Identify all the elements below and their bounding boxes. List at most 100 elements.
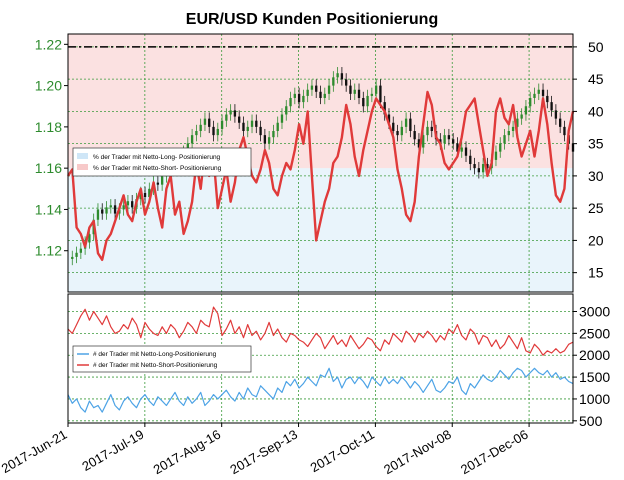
right-tick-label-1: 20 <box>588 232 604 248</box>
candle-60 <box>323 87 326 105</box>
candle-58 <box>315 79 318 98</box>
bottom-legend-label-0: # der Trader mit Netto-Long-Positionieru… <box>93 351 217 358</box>
candle-40 <box>238 110 241 129</box>
candle-90 <box>452 133 455 150</box>
top-legend-label-0: % der Trader mit Netto-Long- Positionier… <box>93 154 221 161</box>
candle-34 <box>212 120 215 142</box>
net-short-count-line <box>67 306 574 356</box>
candle-13 <box>122 199 125 216</box>
bottom-right-tick-label-2: 1500 <box>579 369 610 385</box>
net-long-count-line <box>67 367 574 413</box>
bottom-panel: 500 1000 1500 2000 2500 3000 # der Trader mit… <box>67 293 610 429</box>
candle-101 <box>499 137 502 158</box>
candle-88 <box>443 128 446 150</box>
candle-69 <box>362 91 365 113</box>
candle-32 <box>203 112 207 132</box>
top-legend-label-1: % der Trader mit Netto-Short- Positionie… <box>93 165 222 172</box>
candle-64 <box>340 67 344 86</box>
candle-57 <box>310 79 314 96</box>
candle-53 <box>293 87 296 105</box>
candle-67 <box>353 83 356 101</box>
candle-45 <box>259 120 262 142</box>
right-tick-label-4: 35 <box>588 136 604 152</box>
candle-93 <box>464 141 468 162</box>
bottom-right-tick-label-5: 3000 <box>579 303 610 319</box>
x-tick-label-3: 2017-Sep-13 <box>227 427 300 478</box>
left-tick-label-3: 1.18 <box>35 119 62 135</box>
candle-18 <box>143 186 147 204</box>
candle-77 <box>396 124 399 142</box>
candle-65 <box>345 73 348 92</box>
candle-59 <box>319 85 322 105</box>
right-tick-label-6: 45 <box>588 71 604 87</box>
net-short-pct-line <box>66 90 575 261</box>
candle-2 <box>75 246 78 264</box>
left-tick-label-0: 1.12 <box>35 243 62 259</box>
candle-42 <box>246 120 249 138</box>
candle-61 <box>327 79 331 101</box>
candle-113 <box>550 95 553 117</box>
candle-47 <box>267 131 271 150</box>
bottom-legend: # der Trader mit Netto-Long-Positionieru… <box>72 345 252 373</box>
x-axis-ticks: 2017-Jun-21 2017-Jul-19 2017-Aug-16 2017-Se… <box>0 423 531 477</box>
candle-71 <box>370 87 374 103</box>
candle-68 <box>357 83 361 105</box>
candle-33 <box>208 112 211 134</box>
candle-46 <box>263 128 267 150</box>
candle-43 <box>250 114 254 134</box>
candle-109 <box>533 87 536 105</box>
candle-48 <box>272 124 275 144</box>
candle-74 <box>383 95 386 121</box>
candle-49 <box>276 116 279 138</box>
candle-63 <box>336 67 339 84</box>
candle-38 <box>229 104 232 121</box>
candle-97 <box>481 157 485 179</box>
bottom-right-tick-label-3: 2000 <box>579 347 610 363</box>
candle-36 <box>220 114 224 136</box>
x-tick-label-5: 2017-Nov-08 <box>381 427 454 478</box>
bottom-right-tick-label-4: 2500 <box>579 325 610 341</box>
candle-9 <box>105 201 108 220</box>
x-tick-label-0: 2017-Jun-21 <box>0 427 70 476</box>
candle-7 <box>96 203 100 226</box>
chart-title: EUR/USD Kunden Positionierung <box>186 11 438 28</box>
candle-102 <box>503 128 506 150</box>
right-tick-label-5: 40 <box>588 103 604 119</box>
candle-94 <box>469 149 472 171</box>
candle-112 <box>546 89 549 109</box>
bottom-right-axis-ticks: 500 1000 1500 2000 2500 3000 <box>573 303 610 429</box>
left-tick-label-5: 1.22 <box>35 36 62 52</box>
x-tick-label-1: 2017-Jul-19 <box>79 427 146 474</box>
candle-10 <box>109 199 112 214</box>
candle-107 <box>524 100 528 121</box>
candle-104 <box>511 120 515 138</box>
left-tick-label-2: 1.16 <box>35 160 62 176</box>
candle-50 <box>280 108 284 129</box>
candle-110 <box>537 83 540 101</box>
left-axis-ticks: 1.12 1.14 1.16 1.18 1.20 1.22 <box>35 36 68 259</box>
candle-31 <box>199 118 202 138</box>
candle-11 <box>113 199 117 220</box>
candle-80 <box>409 112 412 138</box>
candle-103 <box>507 124 510 142</box>
candle-70 <box>366 89 369 113</box>
bottom-panel-frame <box>67 293 574 424</box>
candle-89 <box>447 128 451 146</box>
candle-62 <box>332 71 335 92</box>
candle-100 <box>494 145 498 167</box>
left-tick-label-4: 1.20 <box>35 78 62 94</box>
candle-108 <box>529 91 532 113</box>
candle-44 <box>255 114 258 134</box>
top-panel: 1.12 1.14 1.16 1.18 1.20 1.22 15 20 25 30 35 40 45 5… <box>35 33 604 293</box>
candle-30 <box>195 124 198 142</box>
bottom-right-tick-label-1: 1000 <box>579 391 610 407</box>
candle-54 <box>297 87 301 109</box>
candle-84 <box>426 120 429 142</box>
candle-21 <box>156 176 160 191</box>
candle-115 <box>558 112 562 134</box>
candle-29 <box>190 128 194 150</box>
candle-35 <box>216 122 219 142</box>
bottom-right-tick-label-0: 500 <box>579 413 603 429</box>
bottom-legend-label-1: # der Trader mit Netto-Short-Positionier… <box>93 362 218 369</box>
candle-96 <box>477 161 481 179</box>
